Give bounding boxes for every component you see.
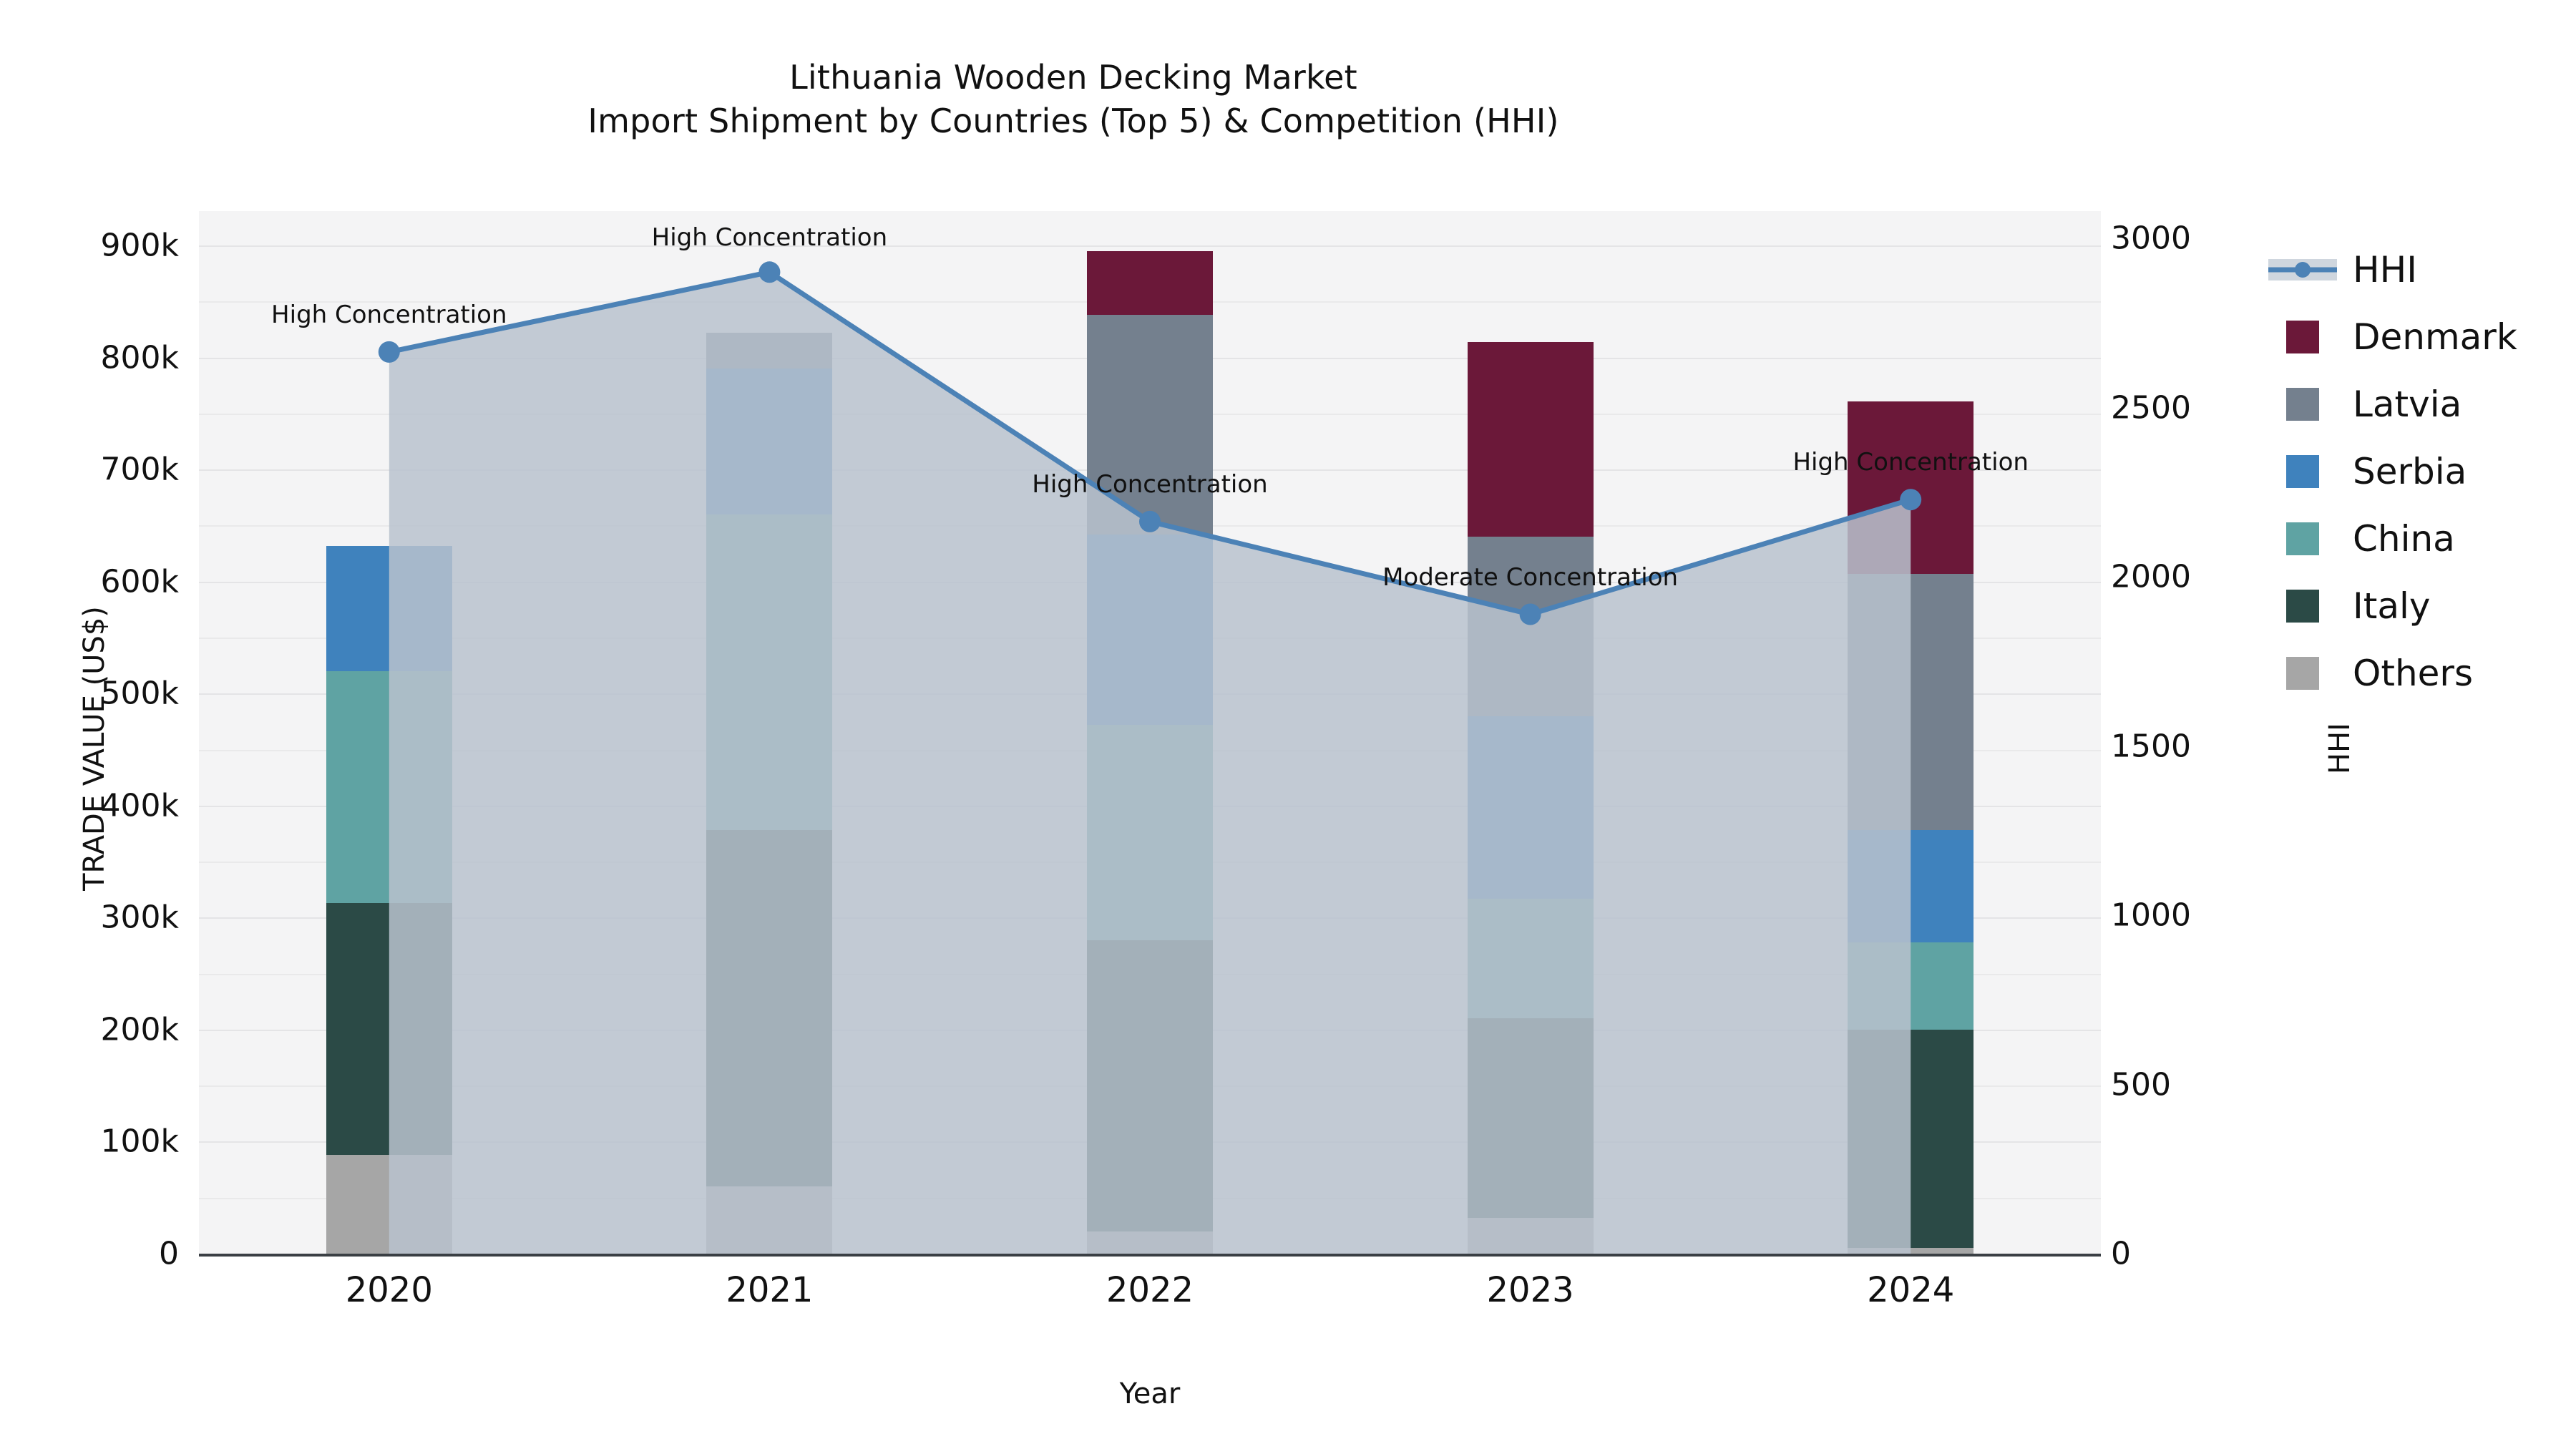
legend-item-label: Denmark — [2353, 316, 2517, 358]
legend-swatch-icon — [2268, 321, 2337, 353]
bar-segment-denmark-2022[interactable] — [1087, 250, 1213, 316]
y-axis-left-tick: 600k — [100, 563, 179, 600]
legend-color-swatch — [2286, 321, 2319, 353]
chart-title: Lithuania Wooden Decking Market Import S… — [0, 56, 2147, 142]
legend-item-label: Italy — [2353, 585, 2431, 627]
y-axis-right-tick: 1000 — [2111, 897, 2191, 934]
legend-item-label: Latvia — [2353, 384, 2462, 425]
legend-item-label: Others — [2353, 653, 2474, 694]
y-axis-left-tick: 400k — [100, 787, 179, 824]
gridline — [199, 245, 2101, 247]
bar-segment-china-2023[interactable] — [1467, 898, 1594, 1019]
y-axis-left-tick: 900k — [100, 227, 179, 264]
y-axis-right-tick: 2000 — [2111, 558, 2191, 595]
bar-segment-others-2024[interactable] — [1848, 1248, 1974, 1254]
annotation-2024: High Concentration — [1792, 448, 2029, 477]
bar-segment-denmark-2023[interactable] — [1467, 341, 1594, 537]
bar-segment-china-2021[interactable] — [706, 514, 833, 831]
bar-segment-italy-2020[interactable] — [326, 902, 452, 1156]
y-axis-left-tick: 0 — [159, 1235, 179, 1272]
legend-color-swatch — [2286, 590, 2319, 623]
x-axis-tick-2021: 2021 — [726, 1270, 814, 1310]
annotation-2023: Moderate Concentration — [1382, 562, 1679, 592]
bar-segment-serbia-2023[interactable] — [1467, 716, 1594, 899]
x-axis-tick-2020: 2020 — [345, 1270, 433, 1310]
y-axis-left-title: TRADE VALUE (US$) — [78, 606, 111, 891]
legend-color-swatch — [2286, 522, 2319, 555]
legend-item-hhi[interactable]: HHI — [2268, 236, 2569, 303]
legend-item-italy[interactable]: Italy — [2268, 572, 2569, 640]
bar-segment-others-2021[interactable] — [706, 1186, 833, 1254]
bar-segment-denmark-2024[interactable] — [1848, 401, 1974, 574]
chart-title-line-1: Lithuania Wooden Decking Market — [789, 58, 1357, 97]
legend-swatch-icon — [2268, 455, 2337, 488]
legend-item-label: China — [2353, 518, 2455, 560]
y-axis-right-tick: 500 — [2111, 1066, 2171, 1103]
bar-segment-china-2020[interactable] — [326, 670, 452, 903]
bar-segment-italy-2024[interactable] — [1848, 1029, 1974, 1249]
legend-swatch-icon — [2268, 388, 2337, 421]
y-axis-left-tick: 200k — [100, 1011, 179, 1048]
legend-swatch-icon — [2268, 590, 2337, 623]
bar-segment-italy-2023[interactable] — [1467, 1018, 1594, 1218]
bar-segment-others-2022[interactable] — [1087, 1231, 1213, 1254]
legend-item-label: HHI — [2353, 249, 2417, 291]
bar-segment-others-2023[interactable] — [1467, 1217, 1594, 1254]
y-axis-left-tick: 100k — [100, 1123, 179, 1160]
legend-item-label: Serbia — [2353, 451, 2467, 492]
legend-line-key-icon — [2268, 253, 2337, 286]
bar-segment-latvia-2022[interactable] — [1087, 315, 1213, 535]
x-axis-line — [199, 1254, 2101, 1257]
bar-segment-china-2024[interactable] — [1848, 942, 1974, 1030]
y-axis-left-tick: 800k — [100, 339, 179, 376]
y-axis-right-tick: 0 — [2111, 1235, 2131, 1272]
legend-color-swatch — [2286, 455, 2319, 488]
legend-item-serbia[interactable]: Serbia — [2268, 438, 2569, 505]
y-axis-left-title-wrap: TRADE VALUE (US$) — [78, 498, 111, 999]
legend-line-marker-icon — [2295, 262, 2311, 278]
plot-area — [199, 211, 2101, 1254]
y-axis-right-tick: 2500 — [2111, 389, 2191, 426]
y-axis-left-tick: 500k — [100, 675, 179, 712]
annotation-2020: High Concentration — [271, 300, 507, 329]
x-axis-tick-2022: 2022 — [1106, 1270, 1194, 1310]
legend-swatch-icon — [2268, 657, 2337, 690]
y-axis-left-tick: 300k — [100, 899, 179, 936]
bar-segment-serbia-2022[interactable] — [1087, 534, 1213, 726]
bar-segment-italy-2021[interactable] — [706, 830, 833, 1187]
legend-color-swatch — [2286, 388, 2319, 421]
legend: HHI Denmark Latvia Serbia China Italy Others — [2268, 236, 2569, 707]
bar-segment-latvia-2024[interactable] — [1848, 573, 1974, 831]
bar-segment-others-2020[interactable] — [326, 1155, 452, 1254]
bar-segment-serbia-2024[interactable] — [1848, 830, 1974, 942]
legend-item-denmark[interactable]: Denmark — [2268, 303, 2569, 371]
legend-item-latvia[interactable]: Latvia — [2268, 371, 2569, 438]
x-axis-tick-2024: 2024 — [1867, 1270, 1955, 1310]
bar-segment-serbia-2021[interactable] — [706, 369, 833, 514]
legend-swatch-icon — [2268, 522, 2337, 555]
y-axis-right-tick: 3000 — [2111, 220, 2191, 257]
legend-color-swatch — [2286, 657, 2319, 690]
y-axis-left-tick: 700k — [100, 451, 179, 488]
legend-item-china[interactable]: China — [2268, 505, 2569, 572]
annotation-2022: High Concentration — [1032, 469, 1268, 499]
x-axis-tick-2023: 2023 — [1486, 1270, 1574, 1310]
legend-item-others[interactable]: Others — [2268, 640, 2569, 707]
y-axis-right-tick: 1500 — [2111, 728, 2191, 764]
bar-segment-china-2022[interactable] — [1087, 725, 1213, 940]
plot-inner — [199, 211, 2101, 1254]
annotation-2021: High Concentration — [651, 223, 888, 253]
bar-segment-serbia-2020[interactable] — [326, 545, 452, 671]
x-axis-title: Year — [1119, 1377, 1181, 1410]
bar-segment-latvia-2021[interactable] — [706, 333, 833, 369]
chart-title-line-2: Import Shipment by Countries (Top 5) & C… — [587, 101, 1559, 140]
bar-segment-italy-2022[interactable] — [1087, 940, 1213, 1231]
